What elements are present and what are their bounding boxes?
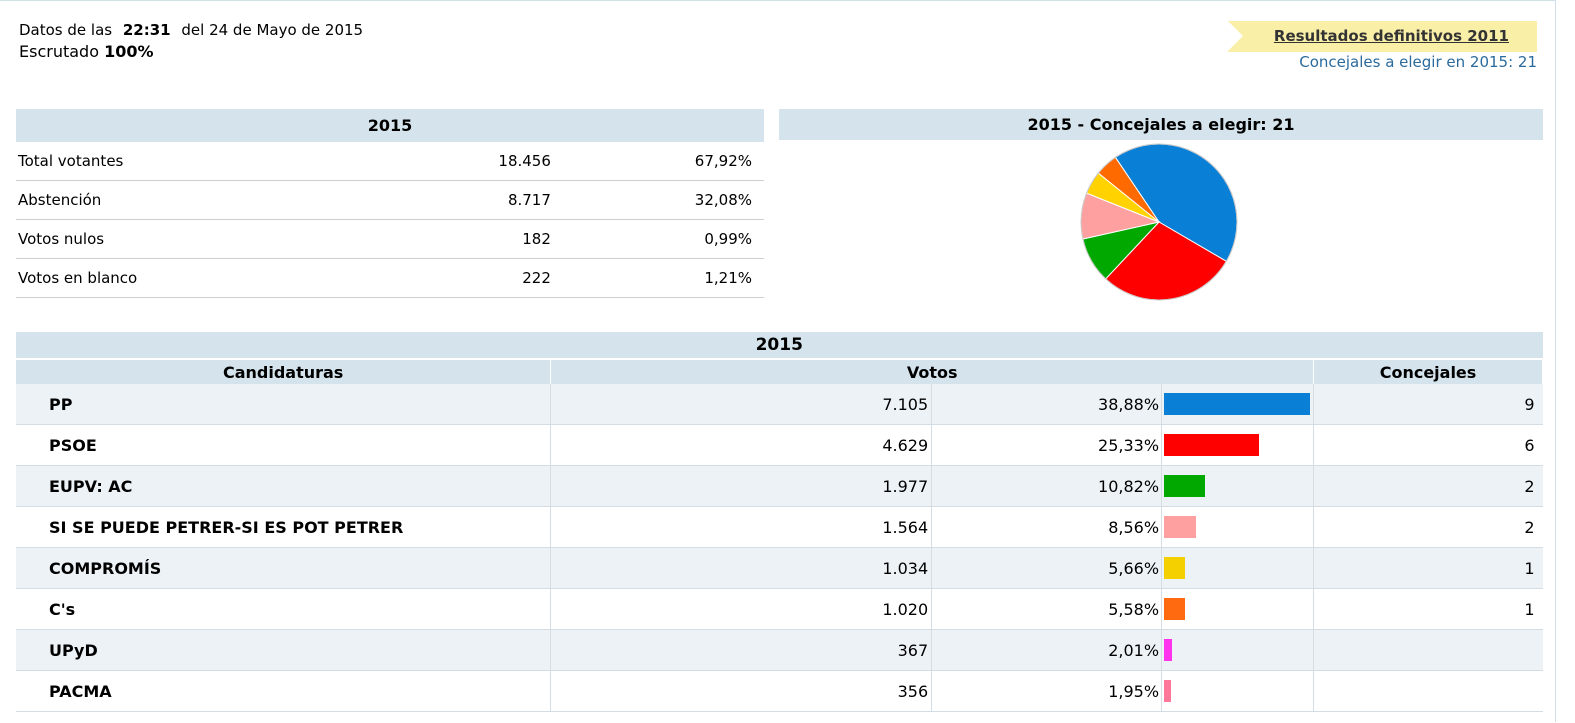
- summary-pct: 67,92%: [550, 142, 764, 181]
- summary-label: Abstención: [16, 180, 390, 220]
- escrutado-line: Escrutado 100%: [19, 41, 363, 62]
- table-row: COMPROMÍS 1.034 5,66% 1: [16, 547, 1543, 589]
- party-bar-cell: [1161, 588, 1315, 630]
- pie-chart-panel: 2015 - Concejales a elegir: 21: [779, 109, 1543, 301]
- summary-label: Total votantes: [16, 142, 390, 181]
- party-votes: 7.105: [550, 384, 933, 425]
- col-concejales: Concejales: [1313, 359, 1543, 384]
- party-pct: 5,58%: [931, 588, 1163, 630]
- table-row: PSOE 4.629 25,33% 6: [16, 424, 1543, 466]
- party-bar-cell: [1161, 506, 1315, 548]
- table-row: PP 7.105 38,88% 9: [16, 384, 1543, 425]
- party-seats: 1: [1313, 588, 1543, 630]
- party-votes: 1.977: [550, 465, 933, 507]
- party-name: C's: [16, 588, 552, 630]
- scrutiny-info: Datos de las 22:31 del 24 de Mayo de 201…: [19, 20, 363, 62]
- party-vote-bar: [1164, 516, 1197, 538]
- data-time-prefix: Datos de las: [19, 21, 113, 39]
- header-right: Resultados definitivos 2011 Concejales a…: [1227, 21, 1537, 71]
- summary-row: Votos en blanco 222 1,21%: [16, 258, 764, 298]
- concejales-a-elegir: Concejales a elegir en 2015: 21: [1299, 53, 1537, 71]
- table-row: C's 1.020 5,58% 1: [16, 588, 1543, 630]
- party-votes: 367: [550, 629, 933, 671]
- party-seats: 2: [1313, 465, 1543, 507]
- party-pct: 5,66%: [931, 547, 1163, 589]
- party-vote-bar: [1164, 475, 1206, 497]
- party-name: UPyD: [16, 629, 552, 671]
- party-pct: 1,95%: [931, 670, 1163, 712]
- party-votes: 1.564: [550, 506, 933, 548]
- summary-row: Total votantes 18.456 67,92%: [16, 142, 764, 181]
- party-vote-bar: [1164, 598, 1186, 620]
- party-name: PSOE: [16, 424, 552, 466]
- data-time-value: 22:31: [122, 21, 171, 39]
- summary-label: Votos en blanco: [16, 258, 390, 298]
- summary-value: 222: [389, 258, 551, 298]
- party-vote-bar: [1164, 393, 1311, 415]
- party-seats: 1: [1313, 547, 1543, 589]
- party-bar-cell: [1161, 465, 1315, 507]
- table-row: EUPV: AC 1.977 10,82% 2: [16, 465, 1543, 507]
- party-bar-cell: [1161, 384, 1315, 425]
- party-seats: 9: [1313, 384, 1543, 425]
- summary-value: 18.456: [389, 142, 551, 181]
- party-bar-cell: [1161, 670, 1315, 712]
- party-pct: 38,88%: [931, 384, 1163, 425]
- results-table: 2015 Candidaturas Votos Concejales PP 7.1…: [16, 332, 1543, 712]
- table-row: SI SE PUEDE PETRER-SI ES POT PETRER 1.564…: [16, 506, 1543, 548]
- party-pct: 8,56%: [931, 506, 1163, 548]
- escrutado-label: Escrutado: [19, 42, 99, 61]
- results-2011-link[interactable]: Resultados definitivos 2011: [1273, 27, 1509, 45]
- party-seats: 6: [1313, 424, 1543, 466]
- party-bar-cell: [1161, 547, 1315, 589]
- summary-row: Abstención 8.717 32,08%: [16, 180, 764, 220]
- party-votes: 1.034: [550, 547, 933, 589]
- results-title: 2015: [16, 332, 1543, 360]
- summary-value: 8.717: [389, 180, 551, 220]
- table-row: UPyD 367 2,01%: [16, 629, 1543, 671]
- table-row: PACMA 356 1,95%: [16, 670, 1543, 712]
- party-vote-bar: [1164, 639, 1173, 661]
- party-pct: 10,82%: [931, 465, 1163, 507]
- party-vote-bar: [1164, 434, 1260, 456]
- summary-label: Votos nulos: [16, 219, 390, 259]
- party-name: SI SE PUEDE PETRER-SI ES POT PETRER: [16, 506, 552, 548]
- col-votos: Votos: [550, 359, 1315, 384]
- summary-row: Votos nulos 182 0,99%: [16, 219, 764, 259]
- party-name: EUPV: AC: [16, 465, 552, 507]
- party-vote-bar: [1164, 557, 1186, 579]
- summary-table: 2015 Total votantes 18.456 67,92% Abstenció…: [16, 109, 764, 298]
- party-bar-cell: [1161, 424, 1315, 466]
- party-name: PACMA: [16, 670, 552, 712]
- data-date: del 24 de Mayo de 2015: [181, 21, 364, 39]
- party-seats: 2: [1313, 506, 1543, 548]
- party-votes: 1.020: [550, 588, 933, 630]
- pie-chart-title: 2015 - Concejales a elegir: 21: [779, 109, 1543, 140]
- party-seats: [1313, 629, 1543, 671]
- party-pct: 25,33%: [931, 424, 1163, 466]
- party-votes: 356: [550, 670, 933, 712]
- party-seats: [1313, 670, 1543, 712]
- party-votes: 4.629: [550, 424, 933, 466]
- summary-pct: 1,21%: [550, 258, 764, 298]
- party-name: COMPROMÍS: [16, 547, 552, 589]
- data-time-line: Datos de las 22:31 del 24 de Mayo de 201…: [19, 20, 363, 41]
- party-pct: 2,01%: [931, 629, 1163, 671]
- results-2011-ribbon: Resultados definitivos 2011: [1227, 21, 1537, 52]
- party-name: PP: [16, 384, 552, 425]
- party-bar-cell: [1161, 629, 1315, 671]
- col-candidaturas: Candidaturas: [16, 359, 552, 384]
- summary-pct: 32,08%: [550, 180, 764, 220]
- escrutado-value: 100%: [104, 42, 154, 61]
- pie-chart: [1080, 143, 1238, 301]
- summary-pct: 0,99%: [550, 219, 764, 259]
- summary-title: 2015: [16, 109, 764, 142]
- party-vote-bar: [1164, 680, 1172, 702]
- pie-outline: [1080, 143, 1238, 301]
- summary-value: 182: [389, 219, 551, 259]
